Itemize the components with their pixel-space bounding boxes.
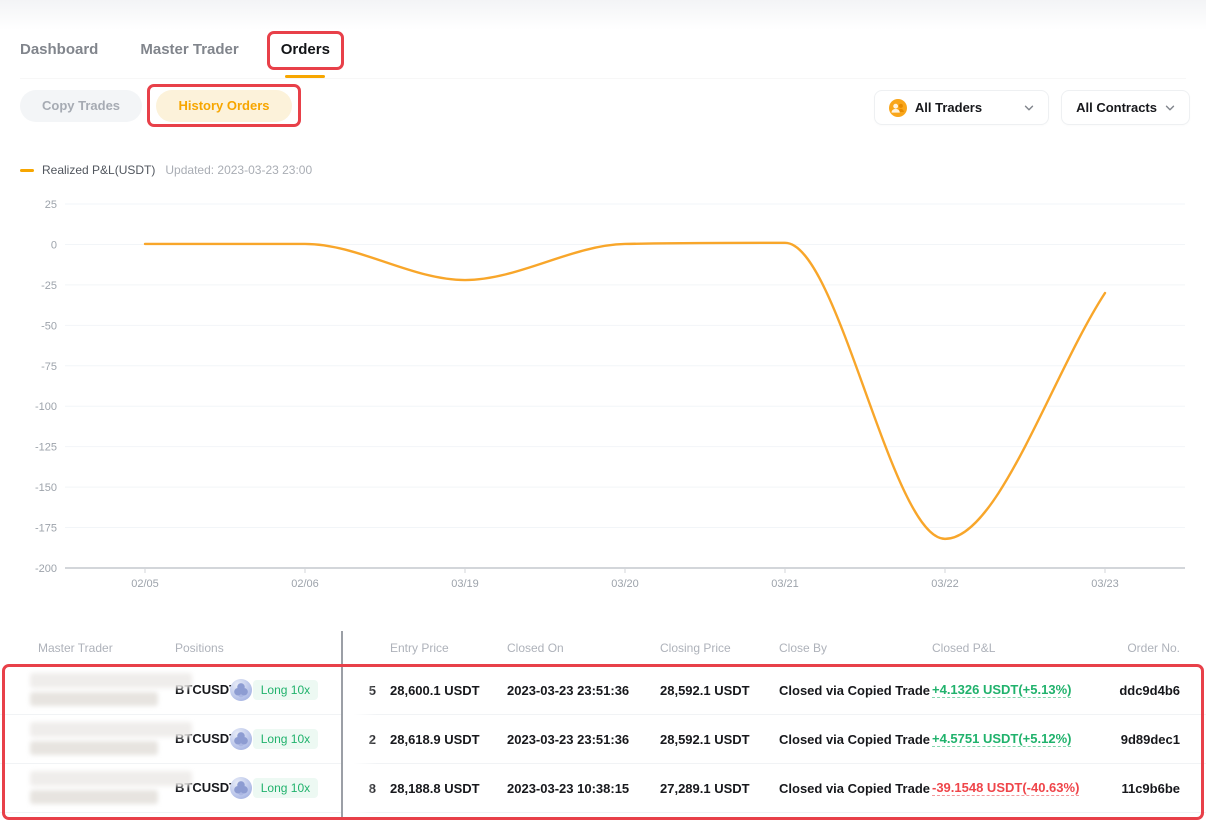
frozen-column-divider[interactable] bbox=[341, 631, 343, 818]
closed-on-value: 2023-03-23 10:38:15 bbox=[507, 780, 630, 796]
svg-text:-75: -75 bbox=[41, 361, 57, 373]
all-contracts-dropdown[interactable]: All Contracts bbox=[1061, 90, 1190, 125]
tab-master-trader[interactable]: Master Trader bbox=[140, 41, 239, 58]
entry-price-value: 28,618.9 USDT bbox=[390, 731, 480, 747]
col-positions: Positions bbox=[175, 641, 224, 655]
top-gradient-strip bbox=[0, 0, 1206, 30]
tab-orders-label: Orders bbox=[280, 41, 330, 58]
chevron-down-icon bbox=[1024, 105, 1034, 110]
col-entry-price: Entry Price bbox=[390, 641, 449, 655]
col-close-by: Close By bbox=[779, 641, 828, 655]
svg-text:0: 0 bbox=[51, 239, 57, 251]
master-trader-cell[interactable] bbox=[30, 715, 252, 763]
side-leverage-badge: Long 10x bbox=[252, 729, 319, 749]
svg-text:-175: -175 bbox=[35, 523, 57, 535]
pnl-chart: 25 0 -25 -50 -75 -100 -125 -150 -175 -200 02/05 02/… bbox=[0, 190, 1206, 610]
frozen-column-fade bbox=[343, 631, 377, 817]
svg-text:03/20: 03/20 bbox=[611, 578, 639, 590]
col-master-trader: Master Trader bbox=[38, 641, 113, 655]
pnl-line-chart-svg: 25 0 -25 -50 -75 -100 -125 -150 -175 -200 02/05 02/… bbox=[35, 199, 1185, 590]
svg-text:-125: -125 bbox=[35, 442, 57, 454]
closed-on-value: 2023-03-23 23:51:36 bbox=[507, 682, 630, 698]
closing-price-value: 28,592.1 USDT bbox=[660, 682, 750, 698]
legend-series-name: Realized P&L(USDT) bbox=[42, 163, 156, 177]
table-row: BTCUSDT Long 10x 8 28,188.8 USDT 2023-03… bbox=[0, 764, 1206, 813]
positions-cell: BTCUSDT Long 10x bbox=[175, 729, 342, 749]
chart-legend[interactable]: Realized P&L(USDT) Updated: 2023-03-23 2… bbox=[20, 163, 312, 177]
trader-badge-icon bbox=[230, 728, 252, 750]
active-tab-underline bbox=[285, 75, 326, 78]
controls-row: Copy Trades History Orders All Traders bbox=[20, 84, 1190, 127]
blurred-trader-subtext bbox=[30, 692, 158, 706]
closed-pnl-value[interactable]: +4.1326 USDT(+5.13%) bbox=[932, 682, 1072, 698]
svg-text:03/19: 03/19 bbox=[451, 578, 479, 590]
closed-pnl-value[interactable]: -39.1548 USDT(-40.63%) bbox=[932, 780, 1080, 796]
filter-dropdowns: All Traders All Contracts bbox=[873, 90, 1190, 125]
copy-trades-button[interactable]: Copy Trades bbox=[20, 90, 143, 122]
positions-cell: BTCUSDT Long 10x bbox=[175, 778, 342, 798]
svg-text:-100: -100 bbox=[35, 401, 57, 413]
blurred-trader-subtext bbox=[30, 741, 158, 755]
table-row: BTCUSDT Long 10x 5 28,600.1 USDT 2023-03… bbox=[0, 666, 1206, 715]
order-no-value: ddc9d4b6 bbox=[1119, 682, 1180, 698]
closing-price-value: 27,289.1 USDT bbox=[660, 780, 750, 796]
legend-updated-timestamp: Updated: 2023-03-23 23:00 bbox=[165, 163, 313, 177]
svg-text:-150: -150 bbox=[35, 482, 57, 494]
order-no-value: 11c9b6be bbox=[1121, 780, 1180, 796]
blurred-trader-name bbox=[30, 673, 192, 688]
close-by-value: Closed via Copied Trade bbox=[779, 731, 930, 747]
blurred-trader-name bbox=[30, 771, 192, 786]
main-tab-bar: Dashboard Master Trader Orders bbox=[20, 31, 1186, 79]
close-by-value: Closed via Copied Trade bbox=[779, 780, 930, 796]
chevron-down-icon bbox=[1165, 105, 1175, 110]
blurred-trader-subtext bbox=[30, 790, 158, 804]
positions-cell: BTCUSDT Long 10x bbox=[175, 680, 342, 700]
closed-pnl-value[interactable]: +4.5751 USDT(+5.12%) bbox=[932, 731, 1072, 747]
closing-price-value: 28,592.1 USDT bbox=[660, 731, 750, 747]
legend-line-swatch bbox=[20, 168, 34, 172]
entry-price-value: 28,600.1 USDT bbox=[390, 682, 480, 698]
col-closed-on: Closed On bbox=[507, 641, 564, 655]
trader-badge-icon bbox=[230, 679, 252, 701]
tab-orders[interactable]: Orders bbox=[266, 31, 344, 78]
blurred-trader-name bbox=[30, 722, 192, 737]
svg-text:25: 25 bbox=[45, 199, 57, 211]
master-trader-cell[interactable] bbox=[30, 666, 252, 714]
order-no-value: 9d89dec1 bbox=[1120, 731, 1180, 747]
svg-text:-50: -50 bbox=[41, 320, 57, 332]
all-traders-label: All Traders bbox=[914, 100, 983, 115]
svg-text:-25: -25 bbox=[41, 280, 57, 292]
svg-text:02/06: 02/06 bbox=[291, 578, 319, 590]
svg-text:02/05: 02/05 bbox=[131, 578, 159, 590]
close-by-value: Closed via Copied Trade bbox=[779, 682, 930, 698]
master-trader-cell[interactable] bbox=[30, 764, 252, 812]
col-closing-price: Closing Price bbox=[660, 641, 731, 655]
side-leverage-badge: Long 10x bbox=[252, 778, 319, 798]
side-leverage-badge: Long 10x bbox=[252, 680, 319, 700]
svg-text:03/23: 03/23 bbox=[1091, 578, 1119, 590]
table-header-row: Master Trader Positions Entry Price Clos… bbox=[0, 630, 1206, 666]
all-traders-dropdown[interactable]: All Traders bbox=[873, 90, 1050, 125]
all-contracts-label: All Contracts bbox=[1076, 100, 1157, 115]
history-orders-table: Master Trader Positions Entry Price Clos… bbox=[0, 630, 1206, 813]
history-orders-button[interactable]: History Orders bbox=[147, 84, 301, 127]
tab-dashboard[interactable]: Dashboard bbox=[20, 41, 99, 58]
trader-badge-icon bbox=[230, 777, 252, 799]
people-group-icon bbox=[888, 98, 907, 117]
svg-text:-200: -200 bbox=[35, 563, 57, 575]
col-order-no: Order No. bbox=[1127, 641, 1180, 655]
svg-text:03/22: 03/22 bbox=[931, 578, 959, 590]
table-row: BTCUSDT Long 10x 2 28,618.9 USDT 2023-03… bbox=[0, 715, 1206, 764]
table-body: BTCUSDT Long 10x 5 28,600.1 USDT 2023-03… bbox=[0, 666, 1206, 813]
history-orders-label: History Orders bbox=[178, 98, 270, 113]
svg-text:03/21: 03/21 bbox=[771, 578, 799, 590]
entry-price-value: 28,188.8 USDT bbox=[390, 780, 480, 796]
closed-on-value: 2023-03-23 23:51:36 bbox=[507, 731, 630, 747]
col-closed-pnl: Closed P&L bbox=[932, 641, 996, 655]
